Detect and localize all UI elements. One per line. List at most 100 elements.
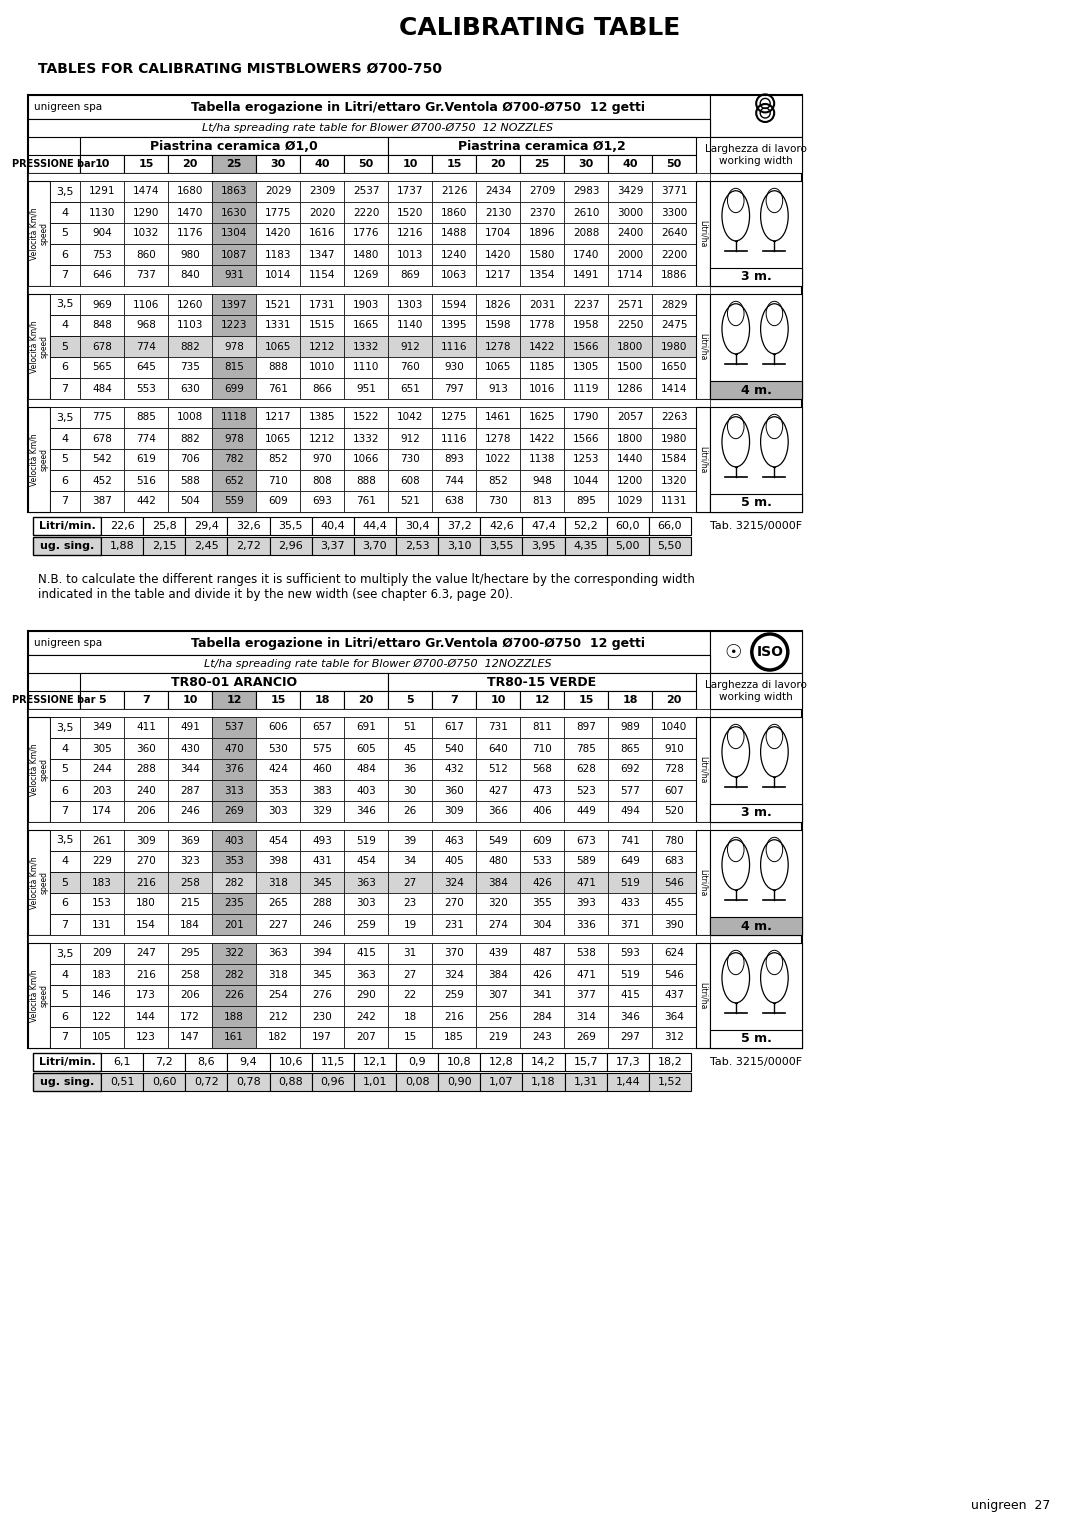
Text: 808: 808: [312, 475, 332, 486]
Text: 0,08: 0,08: [405, 1077, 430, 1086]
Bar: [50, 336, 80, 358]
Text: TABLES FOR CALIBRATING MISTBLOWERS Ø700-750: TABLES FOR CALIBRATING MISTBLOWERS Ø700-…: [38, 63, 442, 76]
Text: 969: 969: [92, 299, 112, 310]
Bar: [476, 244, 519, 264]
Text: 370: 370: [444, 949, 464, 958]
Text: 1420: 1420: [265, 229, 292, 238]
Text: 815: 815: [224, 362, 244, 373]
Bar: [565, 1053, 607, 1071]
Text: 1414: 1414: [661, 384, 687, 394]
Bar: [256, 872, 300, 892]
Text: 978: 978: [224, 341, 244, 351]
Bar: [124, 830, 168, 851]
Text: 185: 185: [444, 1033, 464, 1042]
Bar: [564, 154, 608, 173]
Text: 1116: 1116: [441, 434, 468, 443]
Text: 1598: 1598: [485, 321, 511, 330]
Bar: [50, 986, 80, 1005]
Text: 35,5: 35,5: [279, 521, 302, 532]
Bar: [300, 358, 345, 377]
Bar: [652, 830, 696, 851]
Bar: [652, 779, 696, 801]
Text: 50: 50: [359, 159, 374, 170]
Text: 18: 18: [314, 695, 329, 704]
Text: 1,07: 1,07: [489, 1077, 514, 1086]
Bar: [345, 1027, 388, 1048]
Bar: [608, 336, 652, 358]
Bar: [168, 914, 212, 935]
Bar: [652, 490, 696, 512]
Text: 29,4: 29,4: [194, 521, 219, 532]
Bar: [564, 377, 608, 399]
Text: 12: 12: [535, 695, 550, 704]
Text: 216: 216: [136, 877, 156, 888]
Bar: [212, 490, 256, 512]
Bar: [28, 406, 50, 512]
Bar: [481, 516, 523, 535]
Bar: [212, 892, 256, 914]
Bar: [212, 264, 256, 286]
Bar: [564, 964, 608, 986]
Bar: [519, 964, 564, 986]
Bar: [388, 315, 432, 336]
Text: 1,88: 1,88: [110, 541, 134, 552]
Text: 393: 393: [576, 898, 596, 909]
Bar: [432, 490, 476, 512]
Text: 384: 384: [488, 877, 508, 888]
Text: 638: 638: [444, 497, 464, 506]
Text: 744: 744: [444, 475, 464, 486]
Bar: [168, 691, 212, 709]
Bar: [256, 830, 300, 851]
Text: 1863: 1863: [220, 186, 247, 197]
Text: 593: 593: [620, 949, 640, 958]
Bar: [168, 1027, 212, 1048]
Text: 1480: 1480: [353, 249, 379, 260]
Bar: [564, 943, 608, 964]
Text: 363: 363: [356, 969, 376, 979]
Bar: [168, 336, 212, 358]
Bar: [212, 851, 256, 872]
Text: 437: 437: [664, 990, 684, 1001]
Bar: [652, 406, 696, 428]
Text: 1130: 1130: [89, 208, 116, 217]
Bar: [345, 1005, 388, 1027]
Text: 3,5: 3,5: [56, 723, 73, 732]
Bar: [696, 406, 710, 512]
Text: 1065: 1065: [485, 362, 511, 373]
Bar: [80, 490, 124, 512]
Text: N.B. to calculate the different ranges it is sufficient to multiply the value lt: N.B. to calculate the different ranges i…: [38, 573, 694, 601]
Text: 1650: 1650: [661, 362, 687, 373]
Bar: [80, 244, 124, 264]
Bar: [168, 779, 212, 801]
Bar: [608, 180, 652, 202]
Text: 1332: 1332: [353, 434, 379, 443]
Bar: [50, 738, 80, 759]
Bar: [345, 892, 388, 914]
Bar: [345, 851, 388, 872]
Text: 652: 652: [224, 475, 244, 486]
Bar: [438, 1053, 481, 1071]
Text: 246: 246: [180, 807, 200, 816]
Bar: [168, 358, 212, 377]
Bar: [388, 154, 432, 173]
Text: 34: 34: [403, 857, 417, 866]
Text: unigreen spa: unigreen spa: [33, 639, 103, 648]
Bar: [388, 336, 432, 358]
Text: 3000: 3000: [617, 208, 643, 217]
Text: 439: 439: [488, 949, 508, 958]
Text: 0,72: 0,72: [194, 1077, 219, 1086]
Bar: [476, 964, 519, 986]
Bar: [50, 943, 80, 964]
Text: 1032: 1032: [133, 229, 159, 238]
Bar: [608, 691, 652, 709]
Text: 403: 403: [225, 836, 244, 845]
Bar: [476, 872, 519, 892]
Text: 366: 366: [488, 807, 508, 816]
Text: 1,31: 1,31: [573, 1077, 598, 1086]
Bar: [476, 377, 519, 399]
Bar: [124, 801, 168, 822]
Text: 304: 304: [532, 920, 552, 929]
Text: 369: 369: [180, 836, 200, 845]
Bar: [710, 138, 802, 173]
Bar: [652, 851, 696, 872]
